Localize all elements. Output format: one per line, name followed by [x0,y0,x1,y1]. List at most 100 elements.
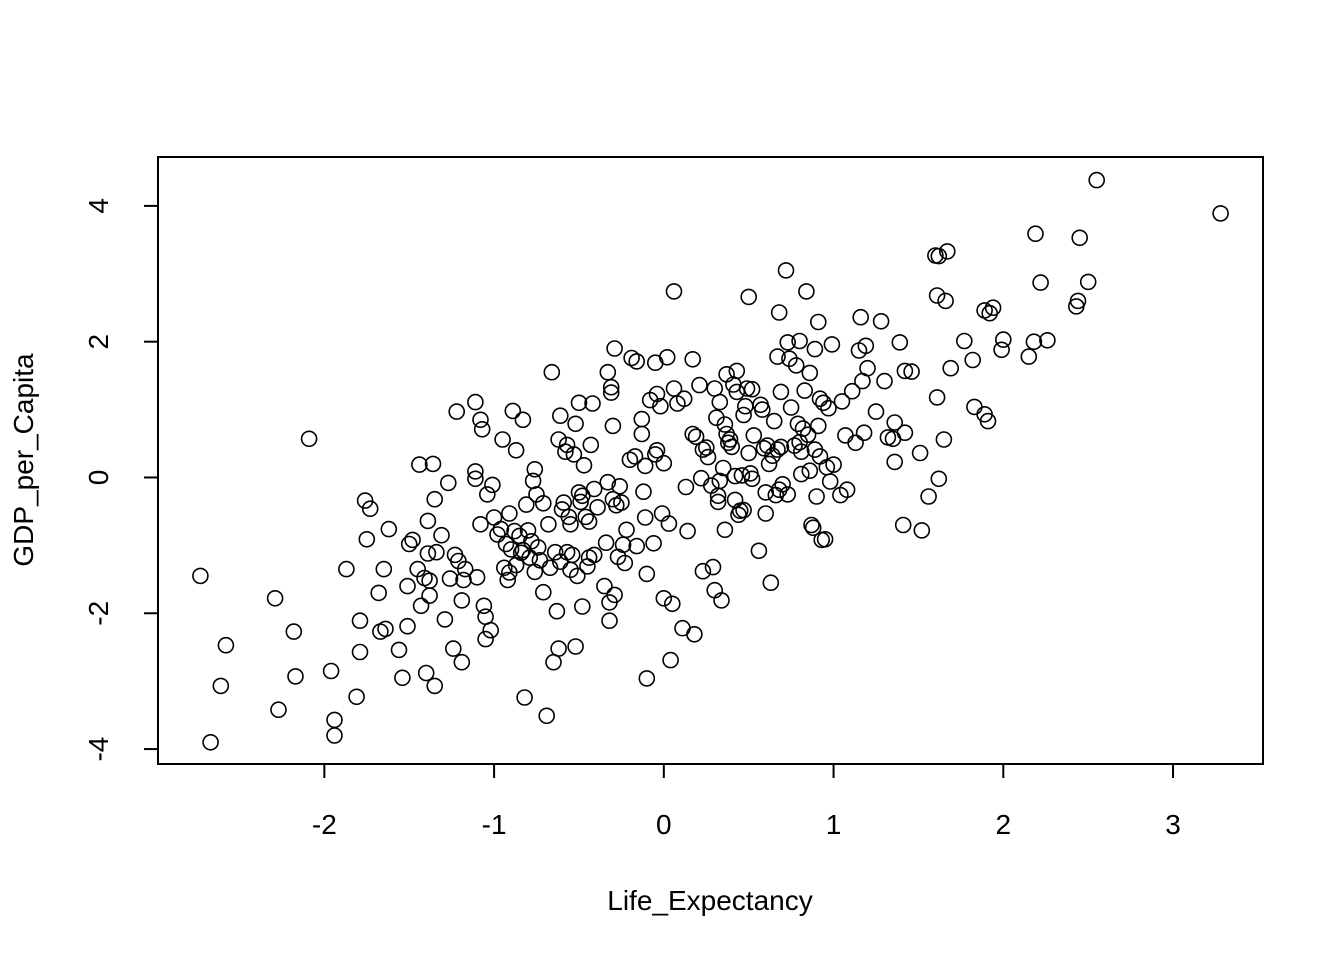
data-point [721,431,739,448]
data-point [411,456,428,473]
data-point [212,677,230,695]
data-point [526,563,544,581]
data-point [757,484,775,501]
data-point [770,304,788,321]
data-point [489,526,506,543]
data-point [709,493,727,511]
y-tick-label: 0 [83,470,114,486]
data-point [743,380,761,398]
data-point [606,340,623,357]
data-point [714,459,732,477]
data-point [677,478,695,496]
data-point [380,520,398,538]
data-point [648,441,666,459]
data-point [601,612,618,630]
data-point [753,401,771,418]
y-axis: -4 -2 0 2 4 [83,198,159,762]
data-point [540,515,557,533]
data-point [582,436,600,454]
data-point [740,288,758,306]
data-point [546,543,564,561]
y-tick-label: -2 [83,601,114,626]
data-point [492,520,510,538]
data-point [716,521,734,539]
data-point [636,509,654,526]
data-point [623,349,640,367]
data-point [777,262,795,279]
data-point [504,402,522,420]
data-point [791,332,808,350]
data-point [896,424,914,442]
data-point [648,385,666,403]
x-tick-label: 3 [1165,809,1181,840]
data-point [692,469,710,487]
data-point [645,534,662,552]
y-tick-label: 2 [83,334,114,350]
data-point [984,299,1002,317]
data-point [679,522,696,540]
data-point [789,415,807,433]
data-point [568,567,586,585]
data-point [843,382,861,400]
data-point [653,505,671,522]
data-point [217,636,235,654]
data-point [820,399,837,417]
data-point [684,350,702,368]
data-point [472,515,489,533]
data-point [394,669,411,687]
data-point [1032,274,1049,291]
x-tick-label: -2 [312,809,337,840]
data-point [711,472,729,490]
data-point [686,625,703,643]
data-point [920,488,937,505]
data-point [572,493,589,511]
data-point [687,428,705,446]
data-point [633,410,651,428]
data-point [879,429,897,446]
data-point [495,559,513,577]
data-point [806,340,824,358]
data-point [589,498,606,516]
data-point [815,394,832,412]
data-point [937,292,954,310]
data-point [585,480,603,498]
data-point [412,597,430,615]
data-point [322,662,340,680]
data-point [655,454,673,472]
data-point [855,424,873,442]
data-point [1088,171,1105,189]
data-point [935,431,953,448]
data-point [886,414,904,431]
data-point [467,470,484,488]
data-point [370,584,388,602]
data-point [1025,333,1043,351]
data-point [809,313,827,331]
data-point [541,559,559,577]
data-point [1069,292,1087,310]
data-point [436,611,454,628]
data-point [326,727,343,744]
data-point [499,571,517,589]
data-point [816,530,834,548]
data-point [419,545,437,562]
y-tick-label: -4 [83,737,114,762]
data-point [852,308,870,326]
data-point [468,568,486,586]
data-point [516,689,533,706]
data-point [733,467,751,484]
data-point [428,543,445,561]
data-point [551,407,569,425]
data-point [762,574,780,592]
data-point [735,501,752,519]
data-point [736,397,754,415]
data-point [718,365,735,383]
data-point [375,560,393,578]
data-point [638,565,656,583]
data-point [658,348,676,366]
x-tick-label: 2 [996,809,1012,840]
data-points [192,171,1229,751]
data-point [655,589,673,607]
data-point [519,522,537,539]
data-point [966,398,983,416]
